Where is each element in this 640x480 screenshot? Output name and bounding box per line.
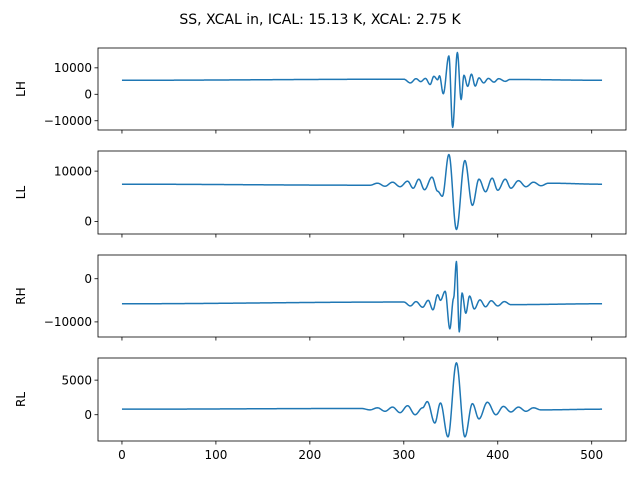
- x-tick-label: 400: [486, 448, 509, 462]
- x-tick-label: 100: [204, 448, 227, 462]
- axes-frame: [97, 357, 627, 442]
- y-tick-label: −10000: [44, 114, 92, 128]
- x-tick-label: 200: [298, 448, 321, 462]
- y-tick-label: 10000: [54, 61, 92, 75]
- chart-title: SS, XCAL in, ICAL: 15.13 K, XCAL: 2.75 K: [179, 12, 461, 28]
- panel-ll: 10000 0 LL: [14, 150, 627, 238]
- panel-lh: 10000 0 −10000 LH: [14, 47, 627, 134]
- axes-frame: [97, 47, 627, 131]
- y-axis-label: RL: [14, 392, 28, 407]
- x-tick-label: 500: [580, 448, 603, 462]
- series-line-ll: [121, 153, 603, 231]
- axes-frame: [97, 254, 627, 338]
- y-tick-label: 0: [84, 88, 92, 102]
- panel-rl: 5000 0 RL 0 100 200 300 400 500: [14, 357, 627, 462]
- y-tick-label: 0: [84, 215, 92, 229]
- axes-frame: [97, 150, 627, 235]
- x-tick-label: 0: [118, 448, 126, 462]
- series-line-rl: [121, 362, 603, 438]
- y-tick-label: 5000: [61, 373, 92, 387]
- y-axis-label: LL: [14, 186, 28, 200]
- series-line-rh: [121, 260, 603, 333]
- y-axis-label: LH: [14, 81, 28, 97]
- x-tick-label: 300: [392, 448, 415, 462]
- y-axis-label: RH: [14, 287, 28, 304]
- y-tick-label: −10000: [44, 315, 92, 329]
- panel-rh: 0 −10000 RH: [14, 254, 627, 341]
- y-tick-label: 0: [84, 408, 92, 422]
- y-tick-label: 10000: [54, 164, 92, 178]
- y-tick-label: 0: [84, 272, 92, 286]
- series-line-lh: [121, 51, 603, 129]
